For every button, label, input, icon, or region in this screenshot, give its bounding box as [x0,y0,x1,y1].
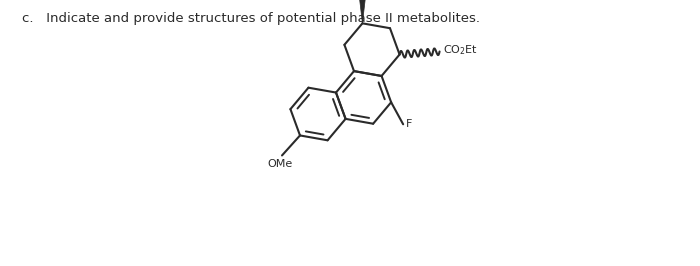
Text: c.   Indicate and provide structures of potential phase II metabolites.: c. Indicate and provide structures of po… [22,12,480,25]
Text: OMe: OMe [267,159,293,169]
Text: F: F [406,119,412,129]
Text: CO$_2$Et: CO$_2$Et [442,44,477,57]
Polygon shape [359,0,366,23]
